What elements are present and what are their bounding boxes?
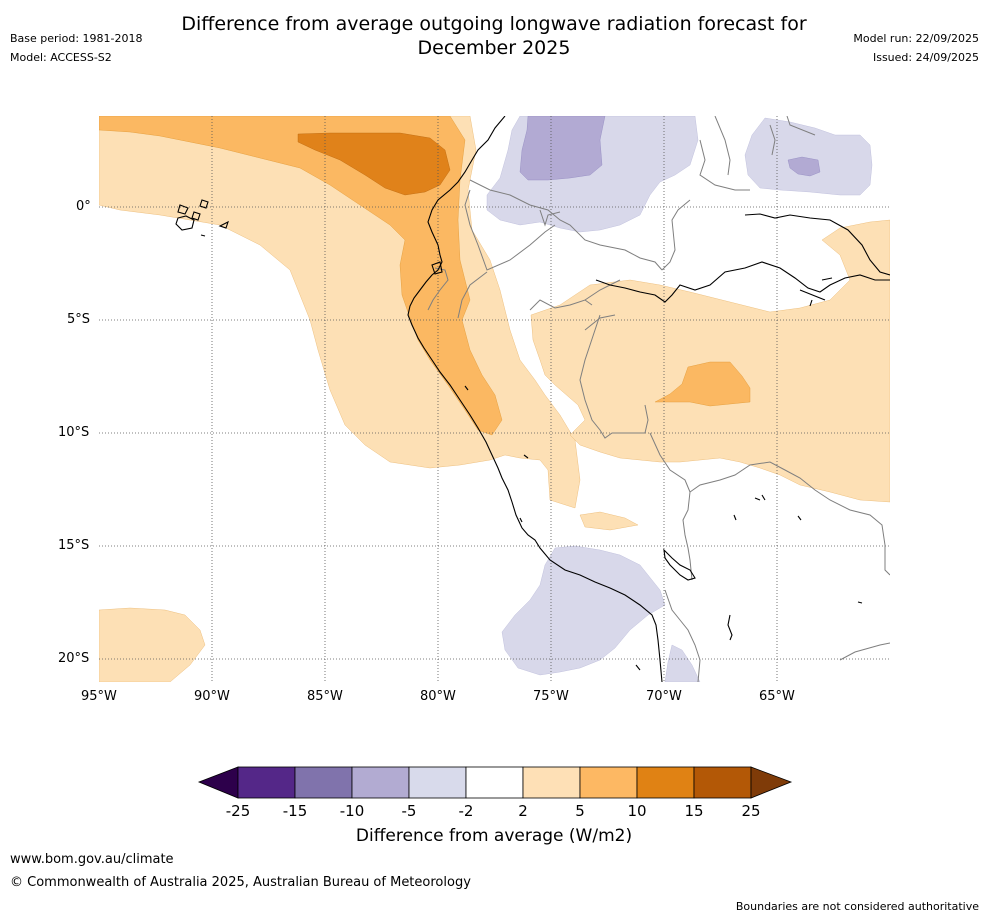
title-line-2: December 2025 [417, 37, 571, 59]
lon-label-85w: 85°W [307, 689, 343, 704]
colorbar-swatch [351, 766, 410, 799]
lon-label-70w: 70°W [646, 689, 682, 704]
model-run: Model run: 22/09/2025 [853, 32, 979, 45]
issued-date: Issued: 24/09/2025 [872, 51, 979, 64]
coastlines [175, 116, 890, 682]
lat-label-5s: 5°S [67, 312, 91, 327]
colorbar-tick: 15 [684, 802, 703, 820]
lat-label-20s: 20°S [58, 651, 90, 666]
map-title: Difference from average outgoing longwav… [0, 12, 988, 60]
anomaly-fill-pos-10-15 [297, 132, 451, 196]
base-period: Base period: 1981-2018 [10, 32, 143, 45]
map-plot-area [99, 116, 890, 682]
colorbar-swatch [522, 766, 581, 799]
title-line-1: Difference from average outgoing longwav… [181, 13, 807, 35]
colorbar-tick: -15 [283, 802, 308, 820]
lat-label-15s: 15°S [58, 538, 90, 553]
anomaly-fill-pos-5-10 [99, 116, 751, 436]
lon-label-95w: 95°W [81, 689, 117, 704]
lon-label-90w: 90°W [194, 689, 230, 704]
colorbar-extend-right [750, 766, 793, 799]
lon-label-65w: 65°W [759, 689, 795, 704]
colorbar-extend-left [197, 766, 239, 799]
colorbar-tick: 10 [627, 802, 646, 820]
footer-disclaimer: Boundaries are not considered authoritat… [735, 900, 979, 913]
colorbar-tick: -10 [340, 802, 365, 820]
colorbar-swatch [294, 766, 353, 799]
anomaly-fill-neg-2-5 [486, 116, 873, 682]
model-name: Model: ACCESS-S2 [10, 51, 112, 64]
country-borders [427, 116, 890, 682]
colorbar-swatch [408, 766, 467, 799]
anomaly-fill-pos-2-5 [99, 116, 890, 682]
colorbar-swatch [237, 766, 296, 799]
colorbar: -25 -15 -10 -5 -2 2 5 10 15 25 [197, 766, 793, 820]
lon-label-80w: 80°W [420, 689, 456, 704]
colorbar-swatch [465, 766, 524, 799]
colorbar-swatch [693, 766, 752, 799]
lat-label-0: 0° [76, 199, 91, 214]
graticule [99, 116, 890, 682]
colorbar-tick: -5 [402, 802, 417, 820]
footer-copyright: © Commonwealth of Australia 2025, Austra… [10, 875, 471, 890]
colorbar-title: Difference from average (W/m2) [355, 826, 633, 846]
lat-label-10s: 10°S [58, 425, 90, 440]
colorbar-swatch [579, 766, 638, 799]
colorbar-tick: 2 [518, 802, 528, 820]
colorbar-swatch [636, 766, 695, 799]
colorbar-tick: -25 [226, 802, 251, 820]
colorbar-tick: -2 [459, 802, 474, 820]
colorbar-tick: 25 [741, 802, 760, 820]
colorbar-tick: 5 [575, 802, 585, 820]
footer-url[interactable]: www.bom.gov.au/climate [10, 852, 174, 867]
lon-label-75w: 75°W [533, 689, 569, 704]
anomaly-fill-neg-5-10 [519, 116, 821, 181]
